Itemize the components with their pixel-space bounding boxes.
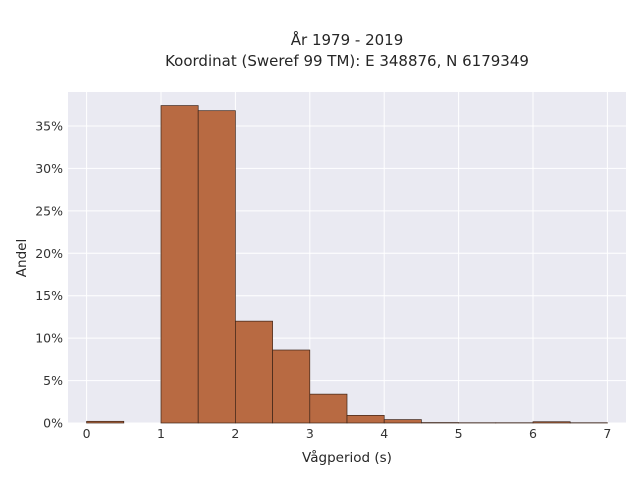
bars xyxy=(86,105,608,424)
chart-subtitle: Koordinat (Sweref 99 TM): E 348876, N 61… xyxy=(165,52,529,70)
x-tick-label: 3 xyxy=(306,426,314,441)
y-tick-labels: 0% 5% 10% 15% 20% 25% 30% 35% xyxy=(35,118,63,430)
histogram-bar xyxy=(86,420,125,424)
histogram-bar xyxy=(346,415,385,424)
x-tick-label: 1 xyxy=(157,426,165,441)
x-tick-label: 7 xyxy=(603,426,611,441)
y-tick-label: 10% xyxy=(35,331,63,346)
y-tick-label: 35% xyxy=(35,118,63,133)
histogram-bar xyxy=(160,105,199,424)
x-tick-labels: 0 1 2 3 4 5 6 7 xyxy=(83,426,612,441)
x-tick-label: 0 xyxy=(83,426,91,441)
x-axis-label: Vågperiod (s) xyxy=(302,449,392,466)
histogram-bar xyxy=(197,110,236,424)
y-tick-label: 25% xyxy=(35,203,63,218)
y-tick-label: 15% xyxy=(35,288,63,303)
x-tick-label: 2 xyxy=(231,426,239,441)
histogram-bar xyxy=(532,421,571,424)
x-tick-label: 4 xyxy=(380,426,388,441)
chart-title: År 1979 - 2019 xyxy=(291,30,404,49)
y-axis-label: Andel xyxy=(14,239,30,277)
y-tick-label: 0% xyxy=(43,416,63,431)
x-tick-label: 6 xyxy=(529,426,537,441)
plot-area xyxy=(68,92,626,423)
y-tick-label: 5% xyxy=(43,373,63,388)
histogram-bar xyxy=(309,393,348,424)
histogram-bar xyxy=(235,320,273,424)
histogram-bar xyxy=(383,419,422,424)
x-tick-label: 5 xyxy=(455,426,463,441)
y-tick-label: 30% xyxy=(35,161,63,176)
histogram-bar xyxy=(272,349,311,424)
y-tick-label: 20% xyxy=(35,246,63,261)
